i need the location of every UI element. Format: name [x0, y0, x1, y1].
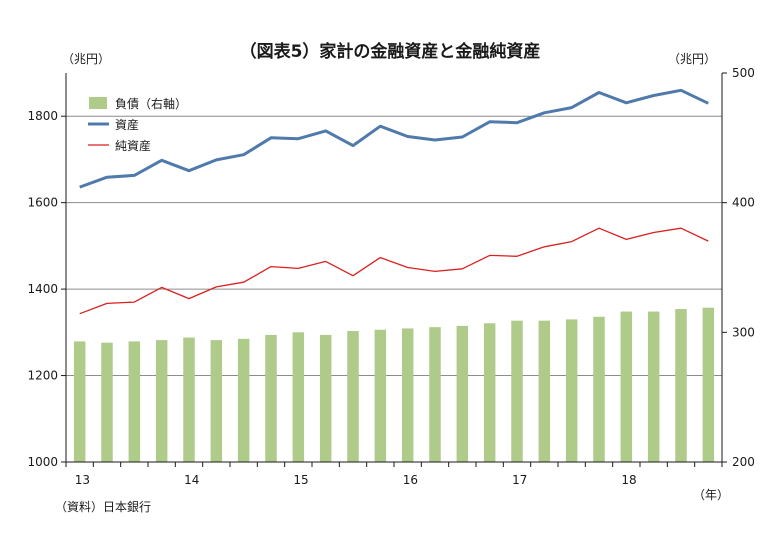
- net-assets-line: [79, 227, 709, 315]
- left-tick-label: 1800: [27, 109, 58, 123]
- bar: [265, 334, 277, 462]
- left-tick-label: 1200: [27, 369, 58, 383]
- bar: [401, 328, 414, 462]
- right-tick-label: 400: [732, 196, 755, 210]
- right-tick-labels: 200 300 400 500: [732, 66, 755, 469]
- bar: [292, 332, 305, 462]
- gridlines: [66, 115, 722, 377]
- bar: [483, 323, 496, 462]
- bar: [456, 325, 469, 462]
- left-tick-label: 1400: [27, 282, 58, 296]
- bar: [73, 341, 86, 462]
- bar: [511, 320, 523, 462]
- legend-swatch-liabilities: [89, 97, 107, 109]
- right-axis-unit: （兆円）: [668, 52, 716, 66]
- legend-label: 資産: [115, 117, 139, 132]
- right-tick-label: 500: [732, 66, 755, 80]
- source-note: （資料）日本銀行: [55, 500, 151, 514]
- bar: [429, 327, 441, 462]
- bar: [237, 338, 250, 462]
- x-tick-labels: 13 14 15 16 17 18: [75, 473, 637, 487]
- assets-line: [79, 88, 709, 189]
- right-tick-label: 200: [732, 455, 755, 469]
- bar: [620, 311, 633, 462]
- bar: [183, 337, 195, 462]
- chart-title: （図表5）家計の金融資産と金融純資産: [240, 41, 541, 62]
- right-tick-label: 300: [732, 325, 755, 339]
- bar: [101, 342, 113, 462]
- liability-bars: [73, 307, 715, 462]
- left-axis-unit: （兆円）: [62, 52, 110, 66]
- left-tick-label: 1600: [27, 196, 58, 210]
- x-tick-label: 14: [184, 473, 199, 487]
- left-tick-label: 1000: [27, 455, 58, 469]
- legend-label: 純資産: [115, 138, 151, 153]
- bar: [647, 311, 660, 462]
- bar: [319, 334, 332, 462]
- series-lines: [79, 88, 709, 315]
- bar: [210, 340, 223, 462]
- x-tick-label: 18: [621, 473, 636, 487]
- bar: [128, 341, 141, 462]
- x-tick-label: 13: [75, 473, 90, 487]
- x-axis-unit: （年）: [693, 488, 729, 502]
- bar: [155, 340, 168, 462]
- bar: [374, 329, 387, 462]
- bar: [675, 308, 687, 462]
- bar: [702, 307, 715, 462]
- bar: [347, 331, 359, 462]
- x-tick-label: 16: [403, 473, 418, 487]
- bar: [593, 316, 605, 462]
- x-tick-label: 15: [293, 473, 308, 487]
- bar: [538, 320, 551, 462]
- x-tick-label: 17: [512, 473, 527, 487]
- axes: [61, 72, 727, 467]
- legend-label: 負債（右軸）: [115, 96, 187, 111]
- left-tick-labels: 1000 1200 1400 1600 1800: [27, 109, 58, 469]
- bar: [565, 319, 578, 462]
